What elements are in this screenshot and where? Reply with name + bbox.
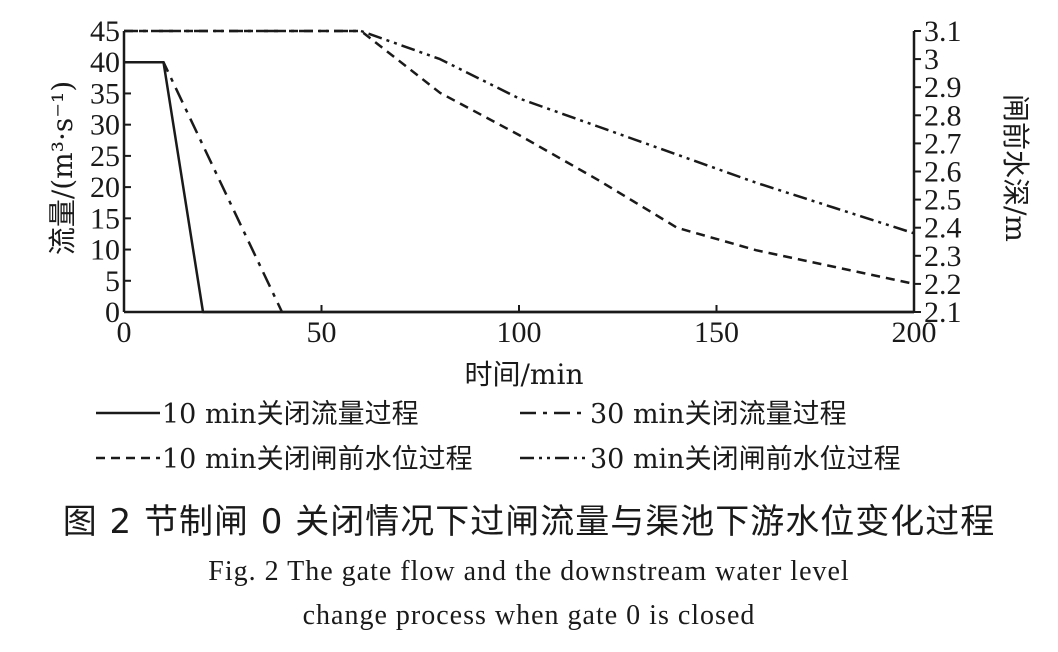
- right-axis-ticks: 2.12.22.32.42.52.62.72.82.933.1: [914, 15, 962, 329]
- y-left-axis-label: 流量/(m³·s⁻¹): [46, 81, 79, 255]
- y-left-tick-label: 35: [90, 77, 120, 110]
- plot-frame: [122, 31, 916, 314]
- legend-label: 30 min关闭闸前水位过程: [590, 444, 901, 475]
- series-line-3: [124, 29, 915, 286]
- legend-item: 30 min关闭闸前水位过程: [520, 444, 901, 475]
- y-left-tick-label: 45: [90, 15, 120, 48]
- y-left-tick-label: 40: [90, 46, 120, 79]
- series-line-4: [124, 29, 915, 235]
- y-right-tick-label: 2.8: [924, 99, 962, 132]
- series-line-1: [124, 60, 914, 314]
- legend-item: 10 min关闭流量过程: [96, 399, 419, 430]
- x-axis-label: 时间/min: [465, 358, 584, 391]
- legend-item: 30 min关闭流量过程: [520, 399, 847, 430]
- y-right-tick-label: 3: [924, 43, 939, 76]
- series-lines: [124, 29, 915, 314]
- y-left-tick-label: 25: [90, 140, 120, 173]
- y-right-tick-label: 2.7: [924, 127, 962, 160]
- y-right-tick-label: 3.1: [924, 15, 962, 48]
- figure-caption-en-line1: Fig. 2 The gate flow and the downstream …: [208, 556, 850, 587]
- x-tick-label: 50: [307, 316, 337, 349]
- y-right-tick-label: 2.6: [924, 156, 962, 189]
- legend-label: 10 min关闭流量过程: [162, 399, 419, 430]
- x-tick-label: 0: [117, 316, 132, 349]
- y-right-tick-label: 2.3: [924, 240, 962, 273]
- x-tick-label: 100: [497, 316, 542, 349]
- y-left-tick-label: 10: [90, 234, 120, 267]
- legend-label: 10 min关闭闸前水位过程: [162, 444, 473, 475]
- y-left-tick-label: 0: [105, 296, 120, 329]
- x-tick-label: 200: [892, 316, 937, 349]
- x-axis-ticks: 0 50 100 150 200: [117, 305, 937, 349]
- figure-caption-en-line2: change process when gate 0 is closed: [302, 600, 756, 631]
- legend-item: 10 min关闭闸前水位过程: [96, 444, 473, 475]
- y-left-tick-label: 30: [90, 109, 120, 142]
- y-right-tick-label: 2.5: [924, 184, 962, 217]
- y-right-tick-label: 2.2: [924, 268, 962, 301]
- legend-label: 30 min关闭流量过程: [590, 399, 847, 430]
- y-right-tick-label: 2.9: [924, 71, 962, 104]
- y-left-tick-label: 5: [105, 265, 120, 298]
- legend: 10 min关闭流量过程 30 min关闭流量过程 10 min关闭闸前水位过程…: [96, 399, 901, 475]
- y-left-tick-label: 15: [90, 202, 120, 235]
- figure-caption-cn: 图 2 节制闸 0 关闭情况下过闸流量与渠池下游水位变化过程: [62, 502, 996, 542]
- y-left-tick-label: 20: [90, 171, 120, 204]
- series-line-2: [124, 60, 284, 313]
- y-right-axis-label: 闸前水深/m: [999, 94, 1032, 242]
- y-right-tick-label: 2.4: [924, 212, 962, 245]
- y-right-tick-label: 2.1: [924, 296, 962, 329]
- x-tick-label: 150: [694, 316, 739, 349]
